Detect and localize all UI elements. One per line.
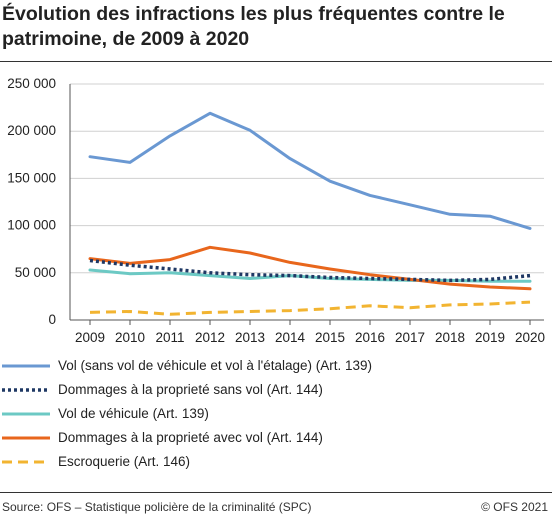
legend-item: Escroquerie (Art. 146)	[0, 452, 552, 472]
legend-label: Vol de véhicule (Art. 139)	[58, 406, 209, 421]
x-tick-label: 2012	[195, 330, 225, 345]
legend-swatch	[2, 364, 50, 368]
legend-swatch	[2, 460, 50, 464]
x-tick-label: 2018	[435, 330, 465, 345]
legend-item: Vol (sans vol de véhicule et vol à l'éta…	[0, 356, 552, 376]
x-tick-label: 2010	[115, 330, 145, 345]
x-tick-label: 2014	[275, 330, 306, 345]
chart-title: Évolution des infractions les plus fréqu…	[2, 3, 505, 50]
x-tick-label: 2017	[395, 330, 425, 345]
legend-item: Dommages à la proprieté avec vol (Art. 1…	[0, 428, 552, 448]
title-divider	[0, 61, 552, 62]
x-tick-label: 2016	[355, 330, 385, 345]
y-axis-ticks: 0 50 000 100 000 150 000 200 000 250 000	[7, 76, 56, 327]
y-tick-label: 250 000	[7, 76, 56, 91]
legend-label: Escroquerie (Art. 146)	[58, 454, 191, 469]
source-note: Source: OFS – Statistique policière de l…	[2, 500, 312, 514]
footer-divider	[0, 492, 552, 493]
x-tick-label: 2009	[75, 330, 105, 345]
y-tick-label: 150 000	[7, 170, 56, 185]
legend-label: Vol (sans vol de véhicule et vol à l'éta…	[58, 358, 372, 373]
y-tick-label: 0	[48, 312, 56, 327]
x-tick-label: 2019	[475, 330, 505, 345]
series-line	[89, 300, 531, 316]
y-tick-label: 50 000	[15, 265, 56, 280]
series-lines	[88, 111, 532, 316]
series-line	[89, 258, 531, 283]
legend-item: Vol de véhicule (Art. 139)	[0, 404, 552, 424]
copyright-note: © OFS 2021	[481, 500, 548, 514]
x-tick-label: 2011	[155, 330, 184, 345]
line-chart: 0 50 000 100 000 150 000 200 000 250 000 2009…	[7, 76, 545, 345]
x-tick-label: 2015	[315, 330, 345, 345]
y-tick-label: 200 000	[7, 123, 56, 138]
legend-swatch	[2, 436, 50, 440]
series-line	[88, 111, 532, 230]
legend-swatch	[2, 412, 50, 416]
x-tick-label: 2020	[515, 330, 545, 345]
series-line	[88, 245, 532, 291]
legend-label: Dommages à la proprieté sans vol (Art. 1…	[58, 382, 323, 397]
legend-swatch	[2, 388, 50, 392]
x-tick-label: 2013	[235, 330, 265, 345]
legend-item: Dommages à la proprieté sans vol (Art. 1…	[0, 380, 552, 400]
x-axis: 2009 2010 2011 2012 2013 2014 2015 2016 2017 2018…	[75, 320, 545, 345]
y-tick-label: 100 000	[7, 218, 56, 233]
legend-label: Dommages à la proprieté avec vol (Art. 1…	[58, 430, 323, 445]
